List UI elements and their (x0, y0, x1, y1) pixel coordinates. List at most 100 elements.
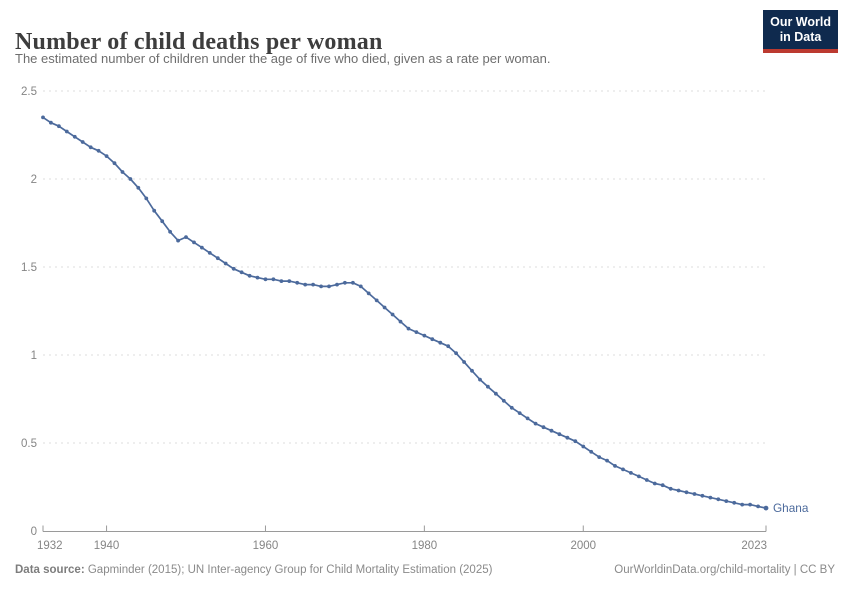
data-point[interactable] (152, 208, 157, 213)
data-point[interactable] (621, 467, 625, 472)
data-point[interactable] (184, 235, 188, 240)
data-point[interactable] (112, 161, 117, 166)
data-point[interactable] (430, 337, 435, 342)
data-point[interactable] (136, 185, 141, 190)
data-point[interactable] (168, 229, 173, 234)
data-point[interactable] (668, 486, 673, 491)
data-point[interactable] (581, 444, 586, 449)
data-point[interactable] (549, 428, 554, 433)
data-point[interactable] (533, 421, 538, 426)
data-point[interactable] (223, 261, 228, 266)
data-point[interactable] (589, 449, 594, 454)
data-point[interactable] (573, 439, 578, 444)
data-point[interactable] (756, 504, 760, 509)
data-point[interactable] (486, 384, 490, 389)
data-point[interactable] (176, 238, 181, 243)
data-point[interactable] (494, 391, 498, 396)
data-point[interactable] (676, 488, 681, 493)
data-point[interactable] (295, 280, 300, 285)
data-point[interactable] (120, 170, 125, 174)
data-point[interactable] (343, 280, 347, 285)
data-point[interactable] (192, 240, 196, 245)
data-point[interactable] (414, 330, 419, 334)
data-point[interactable] (215, 256, 220, 261)
data-point[interactable] (271, 277, 276, 282)
data-point[interactable] (335, 282, 339, 287)
data-point[interactable] (303, 282, 308, 287)
data-point[interactable] (144, 196, 149, 201)
data-point[interactable] (358, 284, 363, 289)
data-point[interactable] (660, 483, 665, 488)
data-point[interactable] (565, 435, 570, 440)
data-point[interactable] (684, 490, 689, 495)
data-point[interactable] (72, 134, 77, 139)
data-point[interactable] (104, 154, 109, 159)
data-point[interactable] (263, 277, 268, 282)
data-point[interactable] (708, 495, 713, 500)
data-point[interactable] (541, 425, 546, 430)
data-point[interactable] (319, 284, 323, 289)
owid-logo-line1: Our World (770, 15, 831, 29)
data-point[interactable] (382, 305, 387, 310)
data-point[interactable] (438, 340, 443, 345)
data-point[interactable] (88, 145, 93, 150)
data-point[interactable] (763, 505, 769, 511)
data-point[interactable] (732, 500, 737, 505)
data-point[interactable] (96, 148, 101, 153)
data-point[interactable] (390, 312, 395, 317)
data-point[interactable] (128, 177, 133, 181)
data-point[interactable] (366, 291, 371, 296)
data-point[interactable] (327, 284, 331, 289)
data-point[interactable] (200, 245, 204, 250)
data-point[interactable] (557, 432, 562, 437)
data-point[interactable] (716, 497, 721, 502)
data-point[interactable] (311, 282, 315, 287)
data-point[interactable] (279, 279, 284, 283)
line-ghana[interactable] (42, 116, 767, 509)
data-point[interactable] (692, 492, 697, 496)
data-point[interactable] (501, 398, 506, 403)
data-point[interactable] (740, 502, 745, 507)
data-point[interactable] (700, 493, 705, 498)
data-point[interactable] (605, 458, 609, 463)
data-point[interactable] (80, 140, 85, 144)
data-point[interactable] (724, 499, 729, 503)
data-point[interactable] (517, 411, 522, 415)
data-point[interactable] (57, 124, 61, 129)
data-point[interactable] (454, 351, 458, 356)
data-point[interactable] (613, 464, 617, 468)
data-point[interactable] (470, 368, 474, 373)
data-point[interactable] (49, 120, 53, 125)
data-point[interactable] (64, 129, 69, 134)
owid-logo[interactable]: Our World in Data (763, 10, 838, 53)
data-point[interactable] (525, 416, 530, 421)
data-point[interactable] (287, 279, 292, 283)
data-point[interactable] (652, 481, 657, 486)
data-point[interactable] (351, 280, 355, 285)
data-point[interactable] (160, 219, 165, 224)
data-point[interactable] (247, 273, 252, 278)
data-point[interactable] (422, 333, 427, 338)
data-point[interactable] (398, 319, 403, 324)
x-axis-tick-label: 2000 (570, 540, 596, 552)
data-point[interactable] (509, 405, 514, 410)
owid-url-license-link[interactable]: OurWorldinData.org/child-mortality | CC … (614, 564, 835, 576)
data-point[interactable] (231, 266, 236, 271)
data-point[interactable] (478, 377, 482, 382)
data-point[interactable] (239, 270, 244, 275)
data-point[interactable] (629, 471, 633, 475)
data-point[interactable] (207, 251, 212, 255)
data-point[interactable] (597, 455, 602, 459)
data-point[interactable] (406, 326, 411, 331)
data-point[interactable] (374, 298, 379, 303)
data-point[interactable] (446, 344, 451, 349)
data-point[interactable] (637, 474, 641, 479)
x-axis-tick-label: 1980 (412, 540, 438, 552)
data-point[interactable] (41, 115, 45, 120)
data-point[interactable] (748, 502, 752, 507)
data-point[interactable] (255, 275, 260, 280)
data-point[interactable] (462, 360, 466, 364)
data-point[interactable] (644, 478, 649, 482)
entity-label-ghana[interactable]: Ghana (773, 501, 809, 515)
